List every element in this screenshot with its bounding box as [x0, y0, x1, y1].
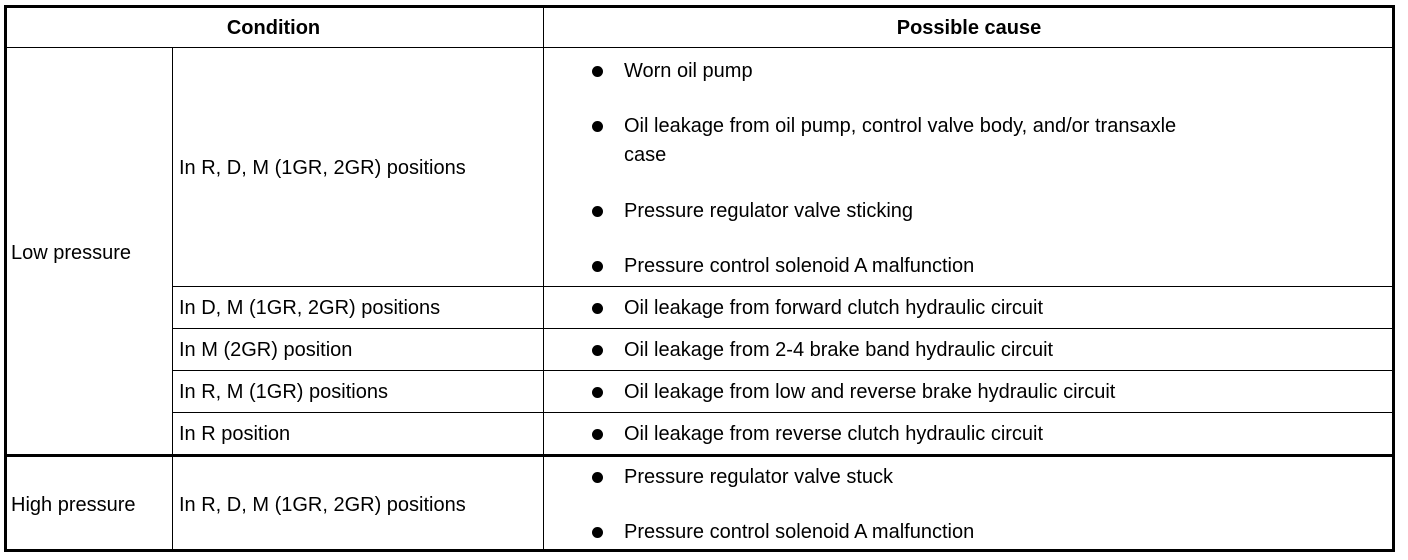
bullet-icon	[592, 206, 603, 217]
col-divider	[172, 47, 173, 552]
bullet-icon	[592, 261, 603, 272]
cause-item: Oil leakage from 2-4 brake band hydrauli…	[624, 339, 1054, 361]
row-divider	[172, 328, 1395, 329]
condition-position: In D, M (1GR, 2GR) positions	[179, 297, 441, 319]
cause-item-continued: case	[624, 144, 667, 166]
header-possible-cause: Possible cause	[896, 17, 1042, 39]
cause-item: Oil leakage from oil pump, control valve…	[624, 115, 1177, 137]
condition-position: In R, D, M (1GR, 2GR) positions	[179, 157, 466, 179]
bullet-icon	[592, 527, 603, 538]
bullet-icon	[592, 387, 603, 398]
row-divider	[172, 286, 1395, 287]
row-divider	[172, 370, 1395, 371]
cause-item: Pressure regulator valve sticking	[624, 200, 914, 222]
cause-item: Oil leakage from low and reverse brake h…	[624, 381, 1116, 403]
cause-item: Pressure control solenoid A malfunction	[624, 521, 975, 543]
bullet-icon	[592, 345, 603, 356]
cause-item: Oil leakage from reverse clutch hydrauli…	[624, 423, 1044, 445]
low-pressure-label: Low pressure	[11, 242, 132, 264]
cause-item: Worn oil pump	[624, 60, 753, 82]
bullet-icon	[592, 121, 603, 132]
condition-position: In R position	[179, 423, 291, 445]
cause-item: Pressure control solenoid A malfunction	[624, 255, 975, 277]
header-condition: Condition	[226, 17, 321, 39]
condition-position: In M (2GR) position	[179, 339, 353, 361]
bullet-icon	[592, 429, 603, 440]
high-pressure-label: High pressure	[11, 494, 136, 516]
table-border	[4, 5, 1395, 552]
bullet-icon	[592, 472, 603, 483]
col-divider	[543, 5, 544, 552]
bullet-icon	[592, 303, 603, 314]
row-divider	[172, 412, 1395, 413]
cause-item: Pressure regulator valve stuck	[624, 466, 894, 488]
cause-item: Oil leakage from forward clutch hydrauli…	[624, 297, 1044, 319]
condition-position: In R, M (1GR) positions	[179, 381, 388, 403]
header-divider	[4, 47, 1395, 48]
bullet-icon	[592, 66, 603, 77]
condition-position: In R, D, M (1GR, 2GR) positions	[179, 494, 466, 516]
group-divider	[4, 454, 1395, 457]
